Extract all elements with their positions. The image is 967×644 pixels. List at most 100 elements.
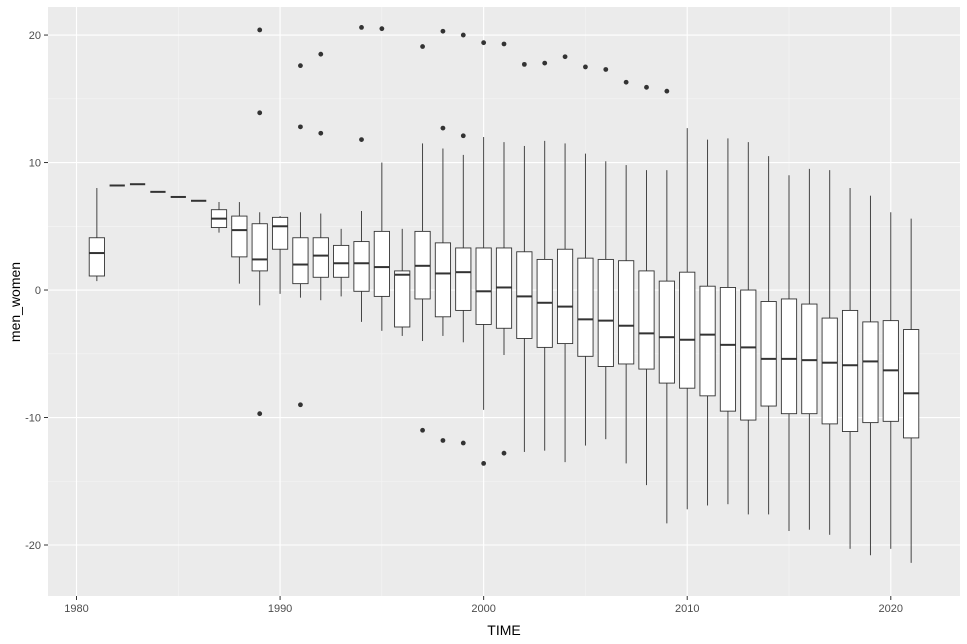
box-iqr [597, 258, 614, 367]
box-iqr [312, 237, 329, 278]
outlier-point [501, 41, 507, 47]
box-iqr [577, 257, 594, 357]
y-tick-label: 0 [35, 285, 41, 297]
outlier-point [460, 440, 466, 446]
box-1989 [251, 27, 268, 417]
box-2014 [760, 156, 777, 515]
box-2003 [536, 60, 553, 451]
outlier-point [257, 27, 263, 33]
outlier-point [298, 402, 303, 408]
outlier-point [318, 51, 324, 57]
box-2020 [882, 212, 899, 549]
box-2010 [679, 128, 696, 510]
box-1987 [210, 202, 228, 233]
box-iqr [434, 242, 452, 318]
outlier-point [359, 137, 364, 142]
outlier-point [603, 67, 609, 72]
box-iqr [292, 237, 309, 285]
x-tick-label: 1990 [268, 603, 292, 615]
box-iqr [271, 216, 289, 250]
box-2009 [658, 88, 675, 524]
outlier-point [542, 60, 548, 66]
box-2007 [618, 79, 635, 464]
box-1988 [231, 202, 248, 284]
box-iqr [658, 280, 675, 384]
outlier-point [440, 125, 446, 131]
outlier-point [379, 26, 385, 32]
x-axis-title: TIME [487, 622, 520, 638]
x-tick-label: 2010 [675, 603, 699, 615]
outlier-point [440, 438, 446, 443]
box-2018 [841, 188, 859, 549]
outlier-point [583, 64, 588, 70]
x-tick-label: 2020 [879, 603, 903, 615]
box-iqr [903, 329, 920, 439]
box-iqr [719, 287, 737, 412]
y-tick-label: 20 [29, 30, 41, 42]
box-iqr [760, 301, 777, 407]
box-1994 [353, 24, 370, 322]
box-iqr [353, 241, 370, 292]
box-2001 [495, 41, 513, 456]
box-2006 [597, 67, 614, 440]
outlier-point [644, 84, 649, 90]
box-iqr [679, 271, 696, 389]
box-iqr [801, 303, 818, 415]
box-2005 [577, 64, 594, 446]
box-1991 [292, 63, 309, 408]
outlier-point [257, 110, 263, 116]
y-axis: -20 -10 0 10 20 [25, 30, 48, 552]
box-2013 [740, 142, 757, 515]
box-iqr [88, 237, 105, 277]
box-iqr [699, 285, 716, 397]
outlier-point [623, 79, 629, 85]
box-iqr [516, 251, 533, 339]
box-iqr [394, 270, 411, 328]
outlier-point [298, 124, 303, 130]
box-2021 [903, 218, 920, 563]
box-iqr [455, 247, 472, 311]
outlier-point [521, 61, 527, 67]
box-iqr [862, 321, 879, 424]
box-1999 [455, 32, 472, 446]
box-2019 [862, 195, 879, 556]
box-iqr [556, 248, 574, 345]
box-iqr [618, 260, 635, 365]
box-2016 [801, 168, 818, 530]
box-2000 [475, 40, 492, 466]
outlier-point [359, 24, 364, 30]
box-iqr [740, 289, 757, 421]
y-tick-label: -10 [25, 413, 41, 425]
box-iqr [821, 317, 838, 425]
x-axis: 1980 1990 2000 2010 2020 [64, 596, 903, 615]
outlier-point [481, 40, 487, 46]
box-iqr [231, 215, 248, 258]
outlier-point [501, 450, 507, 456]
box-1995 [373, 26, 390, 331]
box-1996 [394, 228, 411, 336]
box-2012 [719, 138, 737, 505]
outlier-point [318, 130, 324, 136]
y-tick-label: -20 [25, 540, 41, 552]
box-2004 [556, 54, 574, 463]
x-tick-label: 2000 [471, 603, 495, 615]
box-1981 [88, 188, 105, 282]
y-tick-label: 10 [29, 158, 41, 170]
box-iqr [373, 230, 390, 297]
outlier-point [298, 63, 303, 69]
outlier-point [481, 461, 487, 466]
outlier-point [440, 28, 446, 34]
outlier-point [460, 133, 466, 139]
y-axis-title: men_women [7, 262, 23, 342]
box-1993 [333, 228, 350, 297]
box-iqr [638, 270, 655, 370]
box-iqr [333, 244, 350, 278]
box-2008 [638, 84, 655, 486]
box-series [88, 24, 920, 563]
outlier-point [460, 32, 466, 38]
box-iqr [251, 223, 268, 272]
box-iqr [841, 309, 859, 432]
box-1990 [271, 216, 289, 294]
box-2015 [780, 175, 798, 531]
